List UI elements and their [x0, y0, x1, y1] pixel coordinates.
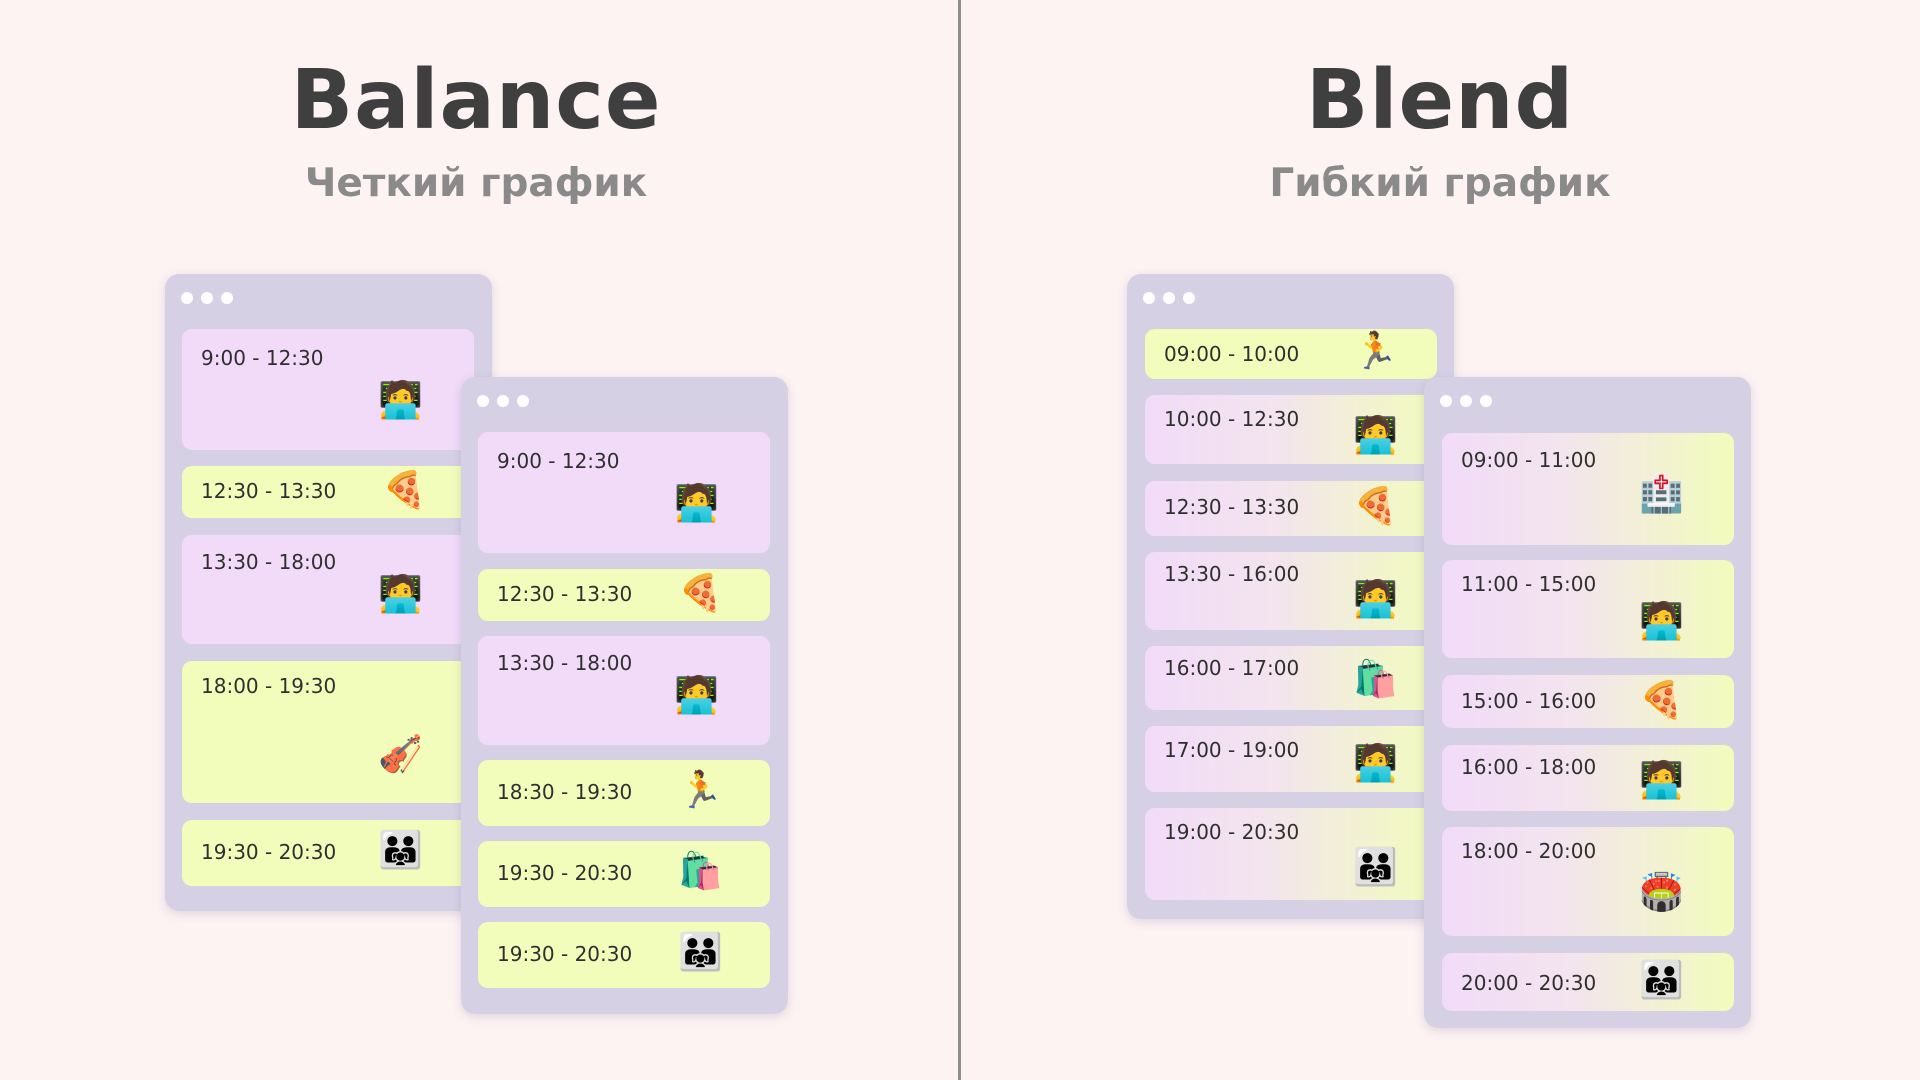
schedule-card[interactable]: 18:00 - 20:00 🏟️	[1442, 827, 1734, 936]
person-laptop-icon: 🧑‍💻	[378, 380, 423, 421]
schedule-card[interactable]: 19:30 - 20:30 🛍️	[478, 841, 770, 907]
window-dot[interactable]	[221, 292, 233, 304]
person-laptop-icon: 🧑‍💻	[1639, 760, 1684, 801]
schedule-card[interactable]: 09:00 - 11:00 🏥	[1442, 433, 1734, 545]
window-controls	[477, 395, 529, 407]
schedule-card[interactable]: 09:00 - 10:00 🏃	[1145, 329, 1437, 379]
time-range: 12:30 - 13:30	[1164, 495, 1300, 519]
window-dot[interactable]	[1480, 395, 1492, 407]
family-icon: 👨‍👨‍👧	[1353, 847, 1398, 888]
person-laptop-icon: 🧑‍💻	[674, 675, 719, 716]
family-icon: 👨‍👨‍👧	[378, 830, 423, 871]
time-range: 15:00 - 16:00	[1461, 689, 1597, 713]
schedule-card[interactable]: 18:00 - 19:30 🎻	[182, 661, 474, 803]
person-laptop-icon: 🧑‍💻	[1353, 415, 1398, 456]
pizza-icon: 🍕	[382, 470, 427, 511]
blend-title: Blend	[1305, 53, 1575, 148]
schedule-card[interactable]: 18:30 - 19:30 🏃	[478, 760, 770, 826]
schedule-card[interactable]: 12:30 - 13:30 🍕	[478, 569, 770, 621]
time-range: 19:30 - 20:30	[201, 840, 337, 864]
schedule-card[interactable]: 12:30 - 13:30 🍕	[182, 466, 474, 518]
window-dot[interactable]	[517, 395, 529, 407]
person-laptop-icon: 🧑‍💻	[1639, 601, 1684, 642]
window-dot[interactable]	[1163, 292, 1175, 304]
time-range: 09:00 - 10:00	[1164, 342, 1300, 366]
time-range: 09:00 - 11:00	[1461, 448, 1597, 472]
time-range: 12:30 - 13:30	[201, 479, 337, 503]
balance-heading: Balance Четкий график	[96, 53, 856, 206]
schedule-card[interactable]: 9:00 - 12:30 🧑‍💻	[478, 432, 770, 553]
family-icon: 👨‍👨‍👧	[678, 932, 723, 973]
schedule-card[interactable]: 17:00 - 19:00 🧑‍💻	[1145, 726, 1437, 792]
person-laptop-icon: 🧑‍💻	[378, 574, 423, 615]
blend-schedule-window-1: 09:00 - 10:00 🏃 10:00 - 12:30 🧑‍💻 12:30 …	[1127, 274, 1454, 919]
center-divider	[958, 0, 961, 1080]
shopping-bags-icon: 🛍️	[678, 851, 723, 892]
schedule-card[interactable]: 13:30 - 18:00 🧑‍💻	[182, 535, 474, 644]
window-dot[interactable]	[497, 395, 509, 407]
time-range: 11:00 - 15:00	[1461, 572, 1597, 596]
person-laptop-icon: 🧑‍💻	[674, 483, 719, 524]
pizza-icon: 🍕	[678, 573, 723, 614]
balance-schedule-window-2: 9:00 - 12:30 🧑‍💻 12:30 - 13:30 🍕 13:30 -…	[461, 377, 788, 1014]
person-laptop-icon: 🧑‍💻	[1353, 743, 1398, 784]
schedule-card[interactable]: 19:30 - 20:30 👨‍👨‍👧	[478, 922, 770, 988]
time-range: 12:30 - 13:30	[497, 582, 633, 606]
running-icon: 🏃	[1353, 331, 1398, 372]
time-range: 19:30 - 20:30	[497, 942, 633, 966]
balance-title: Balance	[290, 53, 662, 148]
violin-icon: 🎻	[378, 734, 423, 775]
family-icon: 👨‍👨‍👧	[1639, 960, 1684, 1001]
blend-schedule-window-2: 09:00 - 11:00 🏥 11:00 - 15:00 🧑‍💻 15:00 …	[1424, 377, 1751, 1028]
time-range: 9:00 - 12:30	[201, 346, 324, 370]
schedule-card[interactable]: 10:00 - 12:30 🧑‍💻	[1145, 395, 1437, 464]
window-dot[interactable]	[477, 395, 489, 407]
blend-subtitle: Гибкий график	[1269, 161, 1611, 206]
balance-subtitle: Четкий график	[304, 161, 648, 206]
time-range: 18:30 - 19:30	[497, 780, 633, 804]
time-range: 19:00 - 20:30	[1164, 820, 1300, 844]
window-controls	[181, 292, 233, 304]
time-range: 9:00 - 12:30	[497, 449, 620, 473]
window-dot[interactable]	[1183, 292, 1195, 304]
time-range: 13:30 - 16:00	[1164, 562, 1300, 586]
balance-schedule-window-1: 9:00 - 12:30 🧑‍💻 12:30 - 13:30 🍕 13:30 -…	[165, 274, 492, 911]
window-controls	[1143, 292, 1195, 304]
pizza-icon: 🍕	[1639, 680, 1684, 721]
time-range: 16:00 - 17:00	[1164, 656, 1300, 680]
running-icon: 🏃	[678, 770, 723, 811]
hospital-icon: 🏥	[1639, 474, 1684, 515]
pizza-icon: 🍕	[1353, 486, 1398, 527]
time-range: 18:00 - 19:30	[201, 674, 337, 698]
schedule-card[interactable]: 19:00 - 20:30 👨‍👨‍👧	[1145, 808, 1437, 900]
time-range: 13:30 - 18:00	[497, 651, 633, 675]
time-range: 17:00 - 19:00	[1164, 738, 1300, 762]
window-dot[interactable]	[181, 292, 193, 304]
time-range: 20:00 - 20:30	[1461, 971, 1597, 995]
schedule-card[interactable]: 15:00 - 16:00 🍕	[1442, 675, 1734, 728]
time-range: 10:00 - 12:30	[1164, 407, 1300, 431]
window-dot[interactable]	[1460, 395, 1472, 407]
time-range: 13:30 - 18:00	[201, 550, 337, 574]
shopping-bags-icon: 🛍️	[1353, 659, 1398, 700]
stadium-icon: 🏟️	[1639, 872, 1684, 913]
schedule-card[interactable]: 11:00 - 15:00 🧑‍💻	[1442, 560, 1734, 658]
schedule-card[interactable]: 12:30 - 13:30 🍕	[1145, 481, 1437, 536]
schedule-card[interactable]: 13:30 - 18:00 🧑‍💻	[478, 636, 770, 745]
window-controls	[1440, 395, 1492, 407]
schedule-card[interactable]: 20:00 - 20:30 👨‍👨‍👧	[1442, 953, 1734, 1011]
window-dot[interactable]	[1440, 395, 1452, 407]
person-laptop-icon: 🧑‍💻	[1353, 579, 1398, 620]
time-range: 18:00 - 20:00	[1461, 839, 1597, 863]
schedule-card[interactable]: 9:00 - 12:30 🧑‍💻	[182, 329, 474, 450]
schedule-card[interactable]: 16:00 - 17:00 🛍️	[1145, 646, 1437, 710]
blend-heading: Blend Гибкий график	[1060, 53, 1820, 206]
time-range: 16:00 - 18:00	[1461, 755, 1597, 779]
window-dot[interactable]	[1143, 292, 1155, 304]
time-range: 19:30 - 20:30	[497, 861, 633, 885]
schedule-card[interactable]: 16:00 - 18:00 🧑‍💻	[1442, 745, 1734, 811]
schedule-card[interactable]: 19:30 - 20:30 👨‍👨‍👧	[182, 820, 474, 886]
window-dot[interactable]	[201, 292, 213, 304]
schedule-card[interactable]: 13:30 - 16:00 🧑‍💻	[1145, 552, 1437, 630]
